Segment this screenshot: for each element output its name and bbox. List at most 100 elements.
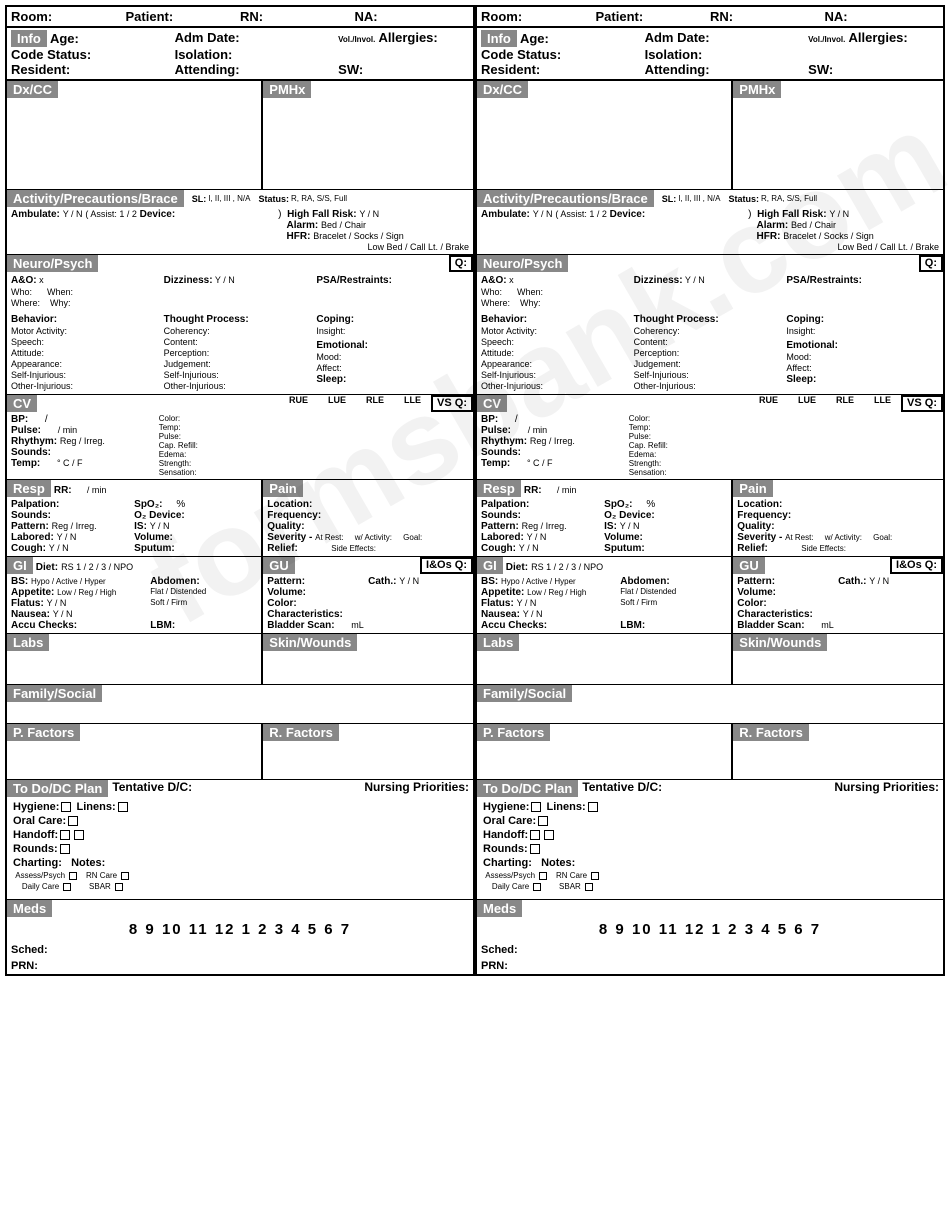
sounds-label: Sounds: bbox=[11, 447, 51, 458]
wact: w/ Activity: bbox=[355, 533, 392, 542]
aox-label: A&O: bbox=[11, 275, 37, 286]
device-label: Device: bbox=[140, 209, 176, 220]
family-social-section: Family/Social bbox=[7, 684, 473, 724]
cv-pill: CV bbox=[477, 395, 507, 412]
rounds-label: Rounds: bbox=[13, 843, 58, 855]
age-label: Age: bbox=[520, 31, 549, 46]
todo-section: To Do/DC Plan Tentative D/C: Nursing Pri… bbox=[7, 780, 473, 900]
mood-label: Mood: bbox=[786, 352, 939, 362]
hfr2-label: HFR: bbox=[757, 231, 781, 242]
resp-pill: Resp bbox=[7, 480, 51, 497]
selfinj-label: Self-Injurious: bbox=[481, 370, 634, 380]
sl-vals: I, II, III , N/A bbox=[208, 194, 250, 203]
paren: ) bbox=[278, 209, 281, 220]
pulse-label: Pulse: bbox=[481, 425, 511, 436]
rncare-checkbox[interactable] bbox=[591, 872, 599, 880]
rr-permin: / min bbox=[557, 485, 577, 495]
status-label: Status: bbox=[728, 194, 759, 204]
flatus-label: Flatus: bbox=[11, 598, 44, 609]
assesspsych-checkbox[interactable] bbox=[69, 872, 77, 880]
attitude-label: Attitude: bbox=[481, 348, 634, 358]
cough-label: Cough: bbox=[481, 543, 516, 554]
sbar-checkbox[interactable] bbox=[585, 883, 593, 891]
sleep-label: Sleep: bbox=[316, 374, 346, 385]
labored-label: Labored: bbox=[11, 532, 54, 543]
accu-label: Accu Checks: bbox=[11, 620, 77, 631]
lbm-label: LBM: bbox=[620, 620, 645, 631]
cath-yn: Y / N bbox=[869, 576, 889, 586]
rfac-pill: R. Factors bbox=[263, 724, 339, 741]
otherinj-label: Other-Injurious: bbox=[481, 381, 634, 391]
neuro-section: Neuro/Psych Q: A&O: x Who: When: Where: … bbox=[477, 255, 943, 395]
appearance-label: Appearance: bbox=[481, 359, 634, 369]
aox-x: x bbox=[39, 275, 44, 285]
rhythm-vals: Reg / Irreg. bbox=[60, 436, 105, 446]
rounds-checkbox[interactable] bbox=[530, 844, 540, 854]
info-pill: Info bbox=[11, 30, 47, 47]
volume-label: Volume: bbox=[134, 532, 173, 543]
pain-pill: Pain bbox=[733, 480, 772, 497]
atrest: At Rest: bbox=[315, 533, 343, 542]
linens-checkbox[interactable] bbox=[118, 802, 128, 812]
pattern-vals: Reg / Irreg. bbox=[522, 521, 567, 531]
assesspsych-checkbox[interactable] bbox=[539, 872, 547, 880]
neuro-section: Neuro/Psych Q: A&O: x Who: When: Where: … bbox=[7, 255, 473, 395]
linens-checkbox[interactable] bbox=[588, 802, 598, 812]
assist-label: ( Assist: 1 / 2 bbox=[85, 209, 137, 219]
gi-pill: GI bbox=[477, 557, 503, 574]
handoff-label: Handoff: bbox=[483, 829, 528, 841]
sl-label: SL: bbox=[662, 194, 677, 204]
handoff-checkbox-2[interactable] bbox=[74, 830, 84, 840]
skin-pill: Skin/Wounds bbox=[263, 634, 357, 651]
dailycare-checkbox[interactable] bbox=[533, 883, 541, 891]
dxcc-pill: Dx/CC bbox=[7, 81, 58, 98]
oralcare-checkbox[interactable] bbox=[68, 816, 78, 826]
pmhx-pill: PMHx bbox=[263, 81, 311, 98]
bladder-ml: mL bbox=[351, 620, 364, 630]
sched-label: Sched: bbox=[477, 942, 943, 958]
temp2-label: Temp: bbox=[629, 423, 718, 432]
famsoc-pill: Family/Social bbox=[477, 685, 572, 702]
pain-severity: Severity - bbox=[737, 532, 782, 543]
coherency-label: Coherency: bbox=[164, 326, 317, 336]
patient-label: Patient: bbox=[126, 9, 241, 24]
speech-label: Speech: bbox=[11, 337, 164, 347]
rounds-checkbox[interactable] bbox=[60, 844, 70, 854]
speech-label: Speech: bbox=[481, 337, 634, 347]
family-social-section: Family/Social bbox=[477, 684, 943, 724]
lle: LLE bbox=[404, 395, 421, 412]
ambulate-label: Ambulate: bbox=[481, 209, 530, 220]
patient-label: Patient: bbox=[596, 9, 711, 24]
isolation-label: Isolation: bbox=[175, 47, 339, 62]
dizz-label: Dizziness: bbox=[164, 275, 213, 286]
flatus-label: Flatus: bbox=[481, 598, 514, 609]
sbar-checkbox[interactable] bbox=[115, 883, 123, 891]
handoff-checkbox-2[interactable] bbox=[544, 830, 554, 840]
handoff-checkbox-1[interactable] bbox=[60, 830, 70, 840]
meds-hours: 8 9 10 11 12 1 2 3 4 5 6 7 bbox=[7, 917, 473, 942]
softfirm: Soft / Firm bbox=[620, 598, 727, 609]
left-column: Room: Patient: RN: NA: Info Age: Adm Dat… bbox=[5, 5, 475, 976]
behavior-label: Behavior: bbox=[11, 314, 57, 325]
pulse-permin: / min bbox=[528, 425, 548, 435]
behavior-label: Behavior: bbox=[481, 314, 527, 325]
hygiene-checkbox[interactable] bbox=[61, 802, 71, 812]
pain-severity: Severity - bbox=[267, 532, 312, 543]
handoff-checkbox-1[interactable] bbox=[530, 830, 540, 840]
when-label: When: bbox=[47, 287, 73, 297]
hygiene-checkbox[interactable] bbox=[531, 802, 541, 812]
cath-label: Cath.: bbox=[368, 576, 396, 587]
hygiene-label: Hygiene: bbox=[13, 801, 59, 813]
temp-cf: ° C / F bbox=[57, 458, 83, 468]
dailycare-checkbox[interactable] bbox=[63, 883, 71, 891]
alarm-label: Alarm: bbox=[757, 220, 789, 231]
header-line: Room: Patient: RN: NA: bbox=[477, 7, 943, 28]
alarm-vals: Bed / Chair bbox=[791, 220, 836, 230]
pattern-vals: Reg / Irreg. bbox=[52, 521, 97, 531]
vol-invol-label: Vol./Invol. bbox=[808, 35, 845, 44]
abdomen-label: Abdomen: bbox=[150, 576, 199, 587]
hfr-label: High Fall Risk: bbox=[757, 209, 826, 220]
oralcare-checkbox[interactable] bbox=[538, 816, 548, 826]
rncare-checkbox[interactable] bbox=[121, 872, 129, 880]
rue: RUE bbox=[289, 395, 308, 412]
